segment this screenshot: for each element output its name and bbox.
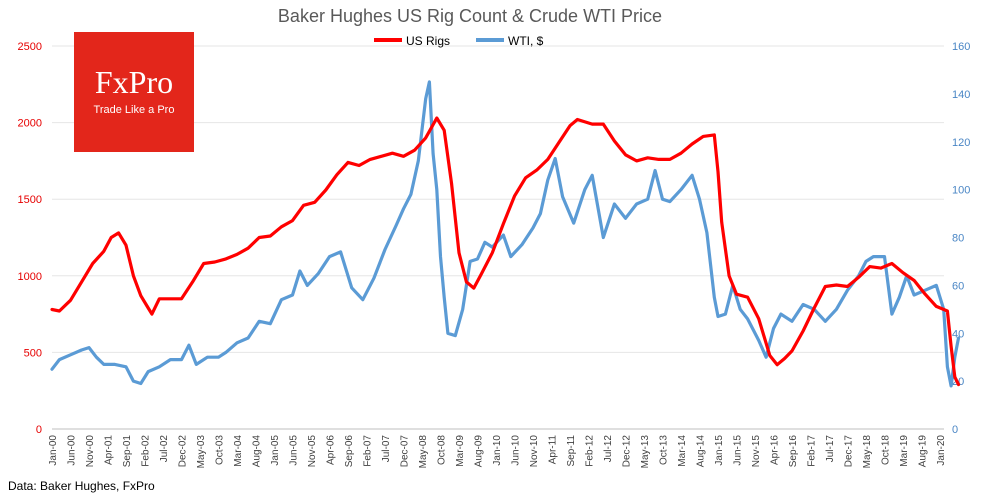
gridlines	[52, 45, 944, 430]
left-axis-tick-label: 1500	[18, 194, 42, 206]
legend: US Rigs WTI, $	[374, 34, 544, 48]
x-axis-tick-label: Jun-05	[289, 435, 300, 466]
x-axis-tick-label: Mar-14	[677, 435, 688, 467]
left-axis-tick-label: 0	[36, 424, 42, 436]
x-axis-tick-label: Sep-16	[788, 435, 799, 468]
logo-tagline: Trade Like a Pro	[93, 104, 175, 116]
chart-title: Baker Hughes US Rig Count & Crude WTI Pr…	[278, 6, 662, 26]
fxpro-logo: FxPro Trade Like a Pro	[74, 32, 194, 152]
x-axis-tick-label: May-13	[640, 435, 651, 469]
x-axis-tick-label: Jul-02	[159, 435, 170, 463]
x-axis-tick-label: Aug-09	[474, 435, 485, 468]
x-axis-tick-label: Dec-02	[178, 435, 189, 468]
x-axis-tick-label: Nov-00	[85, 435, 96, 468]
x-axis-tick-label: Oct-18	[881, 435, 892, 465]
x-axis-tick-label: Feb-07	[363, 435, 374, 467]
right-axis-tick-label: 120	[952, 137, 970, 149]
x-axis-tick-label: Feb-02	[141, 435, 152, 467]
right-axis-tick-label: 60	[952, 280, 964, 292]
x-axis-tick-label: May-03	[196, 435, 207, 469]
x-axis-tick-label: Oct-08	[437, 435, 448, 465]
x-axis-tick-label: Oct-13	[659, 435, 670, 465]
x-axis-tick-label: Jul-17	[825, 435, 836, 463]
x-axis-tick-label: Jun-00	[67, 435, 78, 466]
x-axis-tick-label: Apr-11	[548, 435, 559, 465]
right-axis-tick-label: 100	[952, 185, 970, 197]
x-axis-tick-label: Dec-17	[844, 435, 855, 468]
right-axis-tick-label: 80	[952, 233, 964, 245]
x-axis-tick-label: Dec-12	[622, 435, 633, 468]
x-axis-tick-label: Jun-10	[511, 435, 522, 466]
logo-brand: FxPro	[94, 64, 174, 100]
x-axis-labels: Jan-00 Jun-00 Nov-00 Apr-01 Sep-01 Feb-02 Jul-…	[48, 435, 947, 469]
x-axis-tick-label: Sep-11	[566, 435, 577, 467]
x-axis-tick-label: Feb-17	[807, 435, 818, 467]
x-axis-tick-label: Mar-09	[455, 435, 466, 467]
x-axis-tick-label: Nov-15	[751, 435, 762, 468]
x-axis-tick-label: Sep-01	[122, 435, 133, 468]
x-axis-tick-label: Mar-04	[233, 435, 244, 467]
x-axis-tick-label: Aug-04	[252, 435, 263, 468]
left-axis-tick-label: 1000	[18, 271, 42, 283]
x-axis-tick-label: Apr-06	[326, 435, 337, 465]
x-axis-tick-label: Jan-10	[492, 435, 503, 466]
x-axis-tick-label: Jun-15	[733, 435, 744, 466]
x-axis-tick-label: Nov-10	[529, 435, 540, 468]
x-axis-tick-label: Aug-19	[918, 435, 929, 468]
x-axis-tick-label: May-18	[862, 435, 873, 469]
legend-label-us-rigs: US Rigs	[406, 34, 450, 48]
x-axis-tick-label: Apr-16	[770, 435, 781, 465]
x-axis-tick-label: Oct-03	[215, 435, 226, 465]
data-source-note: Data: Baker Hughes, FxPro	[8, 479, 155, 493]
x-axis-tick-label: Jan-05	[270, 435, 281, 466]
x-axis-tick-label: Jan-00	[48, 435, 59, 466]
series-layer	[50, 80, 961, 388]
x-axis-tick-label: Jan-20	[936, 435, 947, 466]
x-axis-tick-label: Mar-19	[899, 435, 910, 467]
x-axis-tick-label: Nov-05	[307, 435, 318, 468]
x-axis-tick-label: Feb-12	[585, 435, 596, 467]
right-axis-tick-label: 140	[952, 89, 970, 101]
x-axis-tick-label: Aug-14	[696, 435, 707, 468]
right-axis-tick-label: 40	[952, 328, 964, 340]
x-axis-tick-label: Jul-07	[381, 435, 392, 463]
x-axis-tick-label: Sep-06	[344, 435, 355, 468]
x-axis-tick-label: Dec-07	[400, 435, 411, 468]
right-axis-tick-label: 0	[952, 424, 958, 436]
x-axis-tick-label: May-08	[418, 435, 429, 469]
left-axis-labels: 0 500 1000 1500 2000 2500	[18, 41, 42, 436]
series-line-wti	[50, 80, 961, 388]
left-axis-tick-label: 500	[24, 347, 42, 359]
left-axis-tick-label: 2500	[18, 41, 42, 53]
x-axis-tick-label: Jul-12	[603, 435, 614, 463]
legend-label-wti: WTI, $	[508, 34, 544, 48]
series-line-us-rigs	[50, 116, 961, 387]
x-axis-tick-label: Jan-15	[714, 435, 725, 466]
x-axis-tick-label: Apr-01	[104, 435, 115, 465]
right-axis-tick-label: 160	[952, 41, 970, 53]
left-axis-tick-label: 2000	[18, 118, 42, 130]
